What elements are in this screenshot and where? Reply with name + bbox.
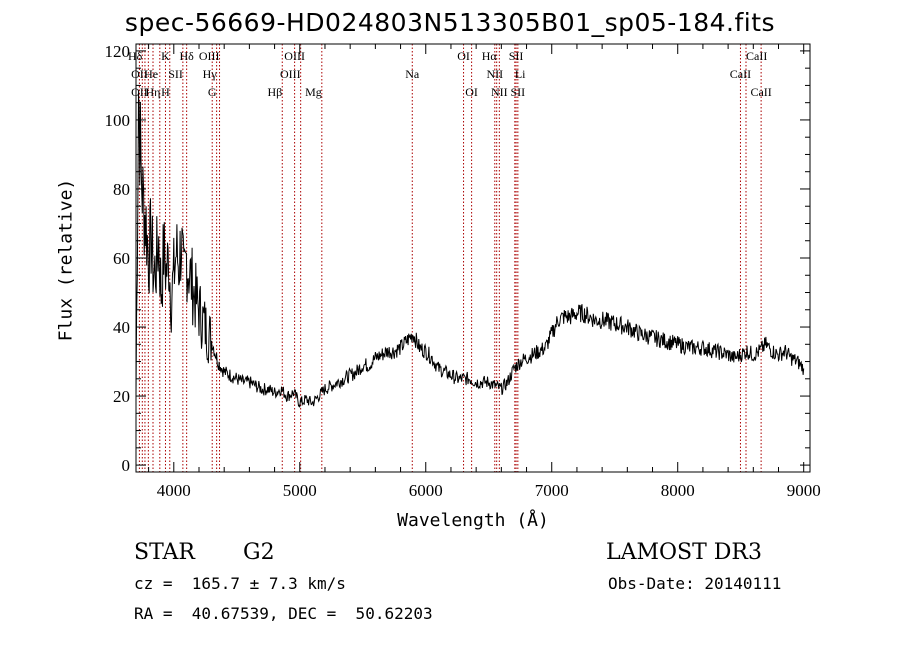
spectral-line-label: OII bbox=[131, 85, 148, 99]
spectral-line-label: OIII bbox=[199, 49, 220, 63]
spectral-line-label: Hα bbox=[482, 49, 498, 63]
y-axis-ticks: 0 20 40 60 80 100 120 bbox=[105, 42, 810, 475]
spectral-line-label: CaII bbox=[746, 49, 767, 63]
coords-text: RA = 40.67539, DEC = 50.62203 bbox=[134, 604, 433, 623]
spectral-line-label: NII bbox=[491, 85, 508, 99]
x-axis-label: Wavelength (Å) bbox=[397, 510, 549, 531]
object-subclass: G2 bbox=[243, 540, 275, 565]
x-tick-label: 9000 bbox=[787, 481, 821, 500]
spectral-line-label: H bbox=[161, 85, 170, 99]
y-tick-label: 80 bbox=[113, 180, 130, 199]
x-tick-label: 7000 bbox=[535, 481, 569, 500]
spectral-line-label: SII bbox=[509, 49, 524, 63]
spectral-line-label: Li bbox=[515, 67, 526, 81]
spectral-line-label: Hγ bbox=[203, 67, 218, 81]
spectral-line-label: Hδ bbox=[179, 49, 194, 63]
spectrum-series-line bbox=[135, 93, 805, 408]
plot-frame bbox=[135, 43, 811, 473]
redshift-text: cz = 165.7 ± 7.3 km/s bbox=[134, 574, 346, 593]
chart-title: spec-56669-HD024803N513305B01_sp05-184.f… bbox=[124, 8, 776, 37]
x-tick-label: 5000 bbox=[283, 481, 317, 500]
spectral-line-label: OII bbox=[131, 67, 148, 81]
spectral-line-label: He bbox=[144, 67, 158, 81]
spectral-line-label: NII bbox=[486, 67, 503, 81]
spectral-line-markers bbox=[138, 44, 762, 472]
y-tick-label: 120 bbox=[105, 42, 131, 61]
spectral-line-label: CaII bbox=[750, 85, 771, 99]
spectral-line-label: Hβ bbox=[267, 85, 282, 99]
x-tick-label: 8000 bbox=[661, 481, 695, 500]
spectral-line-label: Mg bbox=[305, 85, 322, 99]
object-class: STAR bbox=[134, 540, 195, 565]
spectral-line-label: OI bbox=[457, 49, 470, 63]
y-axis-label: Flux (relative) bbox=[55, 178, 77, 342]
spectral-line-label: Na bbox=[405, 67, 420, 81]
y-tick-label: 0 bbox=[122, 456, 131, 475]
x-tick-label: 4000 bbox=[157, 481, 191, 500]
spectral-line-label: OI bbox=[465, 85, 478, 99]
spectral-line-label: OIII bbox=[280, 67, 301, 81]
spectral-line-label: K bbox=[161, 49, 170, 63]
obs-date-text: Obs-Date: 20140111 bbox=[608, 574, 782, 593]
y-tick-label: 100 bbox=[105, 111, 131, 130]
y-tick-label: 60 bbox=[113, 249, 130, 268]
x-tick-label: 6000 bbox=[409, 481, 443, 500]
x-axis-ticks: 4000 5000 6000 7000 8000 9000 bbox=[148, 44, 821, 500]
spectral-line-label: Hδ bbox=[128, 49, 143, 63]
y-tick-label: 40 bbox=[113, 318, 130, 337]
survey-label: LAMOST DR3 bbox=[606, 540, 762, 565]
spectral-line-label: G bbox=[208, 85, 217, 99]
spectral-line-label: SII bbox=[168, 67, 183, 81]
spectral-line-label: CaII bbox=[730, 67, 751, 81]
spectral-line-label: OIII bbox=[284, 49, 305, 63]
y-tick-label: 20 bbox=[113, 387, 130, 406]
spectral-line-label: Hη bbox=[146, 85, 161, 99]
spectral-line-label: SII bbox=[511, 85, 526, 99]
